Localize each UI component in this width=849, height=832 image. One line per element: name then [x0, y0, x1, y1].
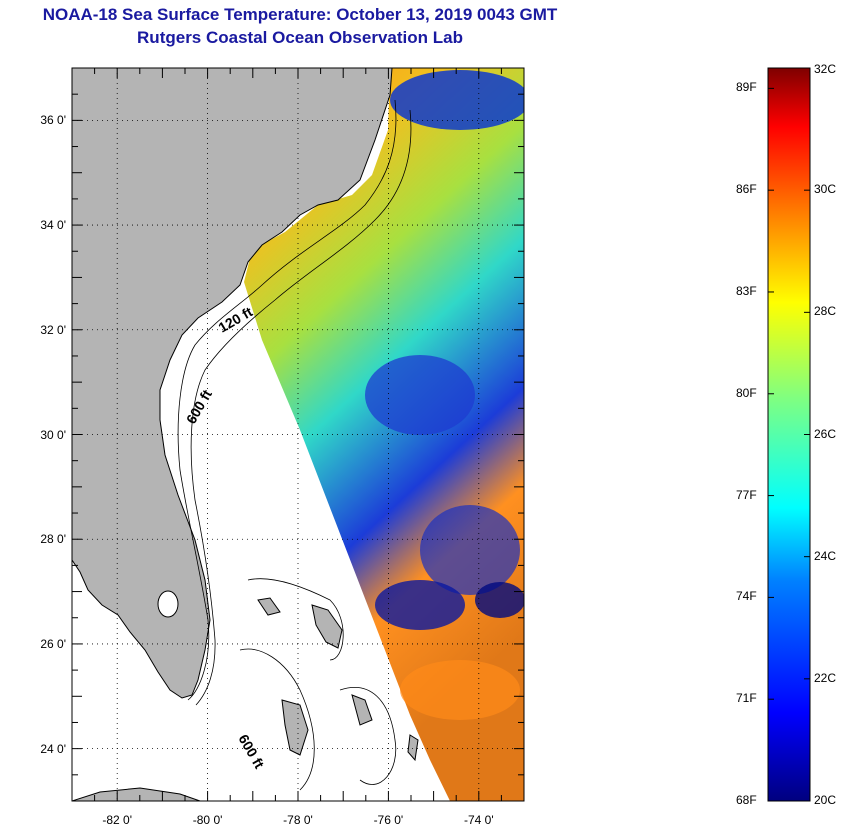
celsius-label: 20C	[814, 793, 837, 807]
grid-lines	[72, 68, 524, 801]
lat-tick-label: 30 0'	[40, 427, 66, 442]
lat-tick-label: 26 0'	[40, 636, 66, 651]
lat-tick-label: 34 0'	[40, 218, 66, 233]
isobath-600ft	[190, 109, 412, 706]
lat-tick-label: 36 0'	[40, 113, 66, 128]
lat-tick-label: 28 0'	[40, 532, 66, 547]
celsius-label: 32C	[814, 62, 837, 76]
map-content	[72, 68, 524, 801]
lon-tick-label: -74 0'	[463, 813, 494, 827]
cool-patch	[420, 505, 520, 595]
lon-tick-label: -82 0'	[102, 813, 133, 827]
cuba-coast	[72, 787, 201, 801]
celsius-label: 26C	[814, 426, 837, 441]
cool-patch	[390, 70, 524, 130]
fahrenheit-label: 68F	[736, 793, 757, 807]
axis-ticks	[71, 67, 525, 802]
fahrenheit-label: 89F	[736, 80, 757, 95]
celsius-label: 30C	[814, 182, 837, 197]
bahamas-island	[351, 694, 373, 726]
fahrenheit-label: 74F	[736, 589, 757, 604]
lat-tick-label: 24 0'	[40, 741, 66, 756]
bahamas-island	[407, 734, 419, 762]
isobath-120ft	[177, 99, 397, 701]
colorbar-ticks	[768, 67, 810, 802]
isobath-label: 600 ft	[235, 732, 267, 772]
lon-tick-label: -78 0'	[283, 813, 313, 827]
bahamas-island	[257, 597, 281, 616]
cool-patch	[365, 355, 475, 435]
lake-okeechobee	[157, 590, 179, 618]
celsius-label: 24C	[814, 548, 837, 563]
fahrenheit-label: 71F	[736, 691, 757, 706]
isobath-label: 600 ft	[183, 387, 215, 427]
cool-patch	[475, 582, 524, 618]
bahamas-island	[281, 699, 309, 756]
fahrenheit-label: 77F	[736, 487, 757, 502]
isobath-600ft	[239, 578, 397, 791]
map-title: NOAA-18 Sea Surface Temperature: October…	[42, 5, 558, 24]
map-subtitle: Rutgers Coastal Ocean Observation Lab	[137, 28, 463, 47]
celsius-label: 22C	[814, 670, 837, 685]
lat-tick-label: 32 0'	[40, 322, 66, 337]
fahrenheit-label: 83F	[736, 283, 757, 298]
isobath-label: 120 ft	[216, 303, 256, 335]
warm-patch	[400, 660, 520, 720]
lon-tick-label: -80 0'	[192, 813, 223, 827]
bahamas-island	[311, 604, 343, 649]
celsius-label: 28C	[814, 304, 837, 319]
cool-patch	[375, 580, 465, 630]
fahrenheit-label: 80F	[736, 385, 757, 400]
colorbar	[767, 67, 811, 802]
fahrenheit-label: 86F	[736, 182, 757, 197]
land-mainland	[72, 68, 393, 699]
lon-tick-label: -76 0'	[373, 813, 404, 827]
